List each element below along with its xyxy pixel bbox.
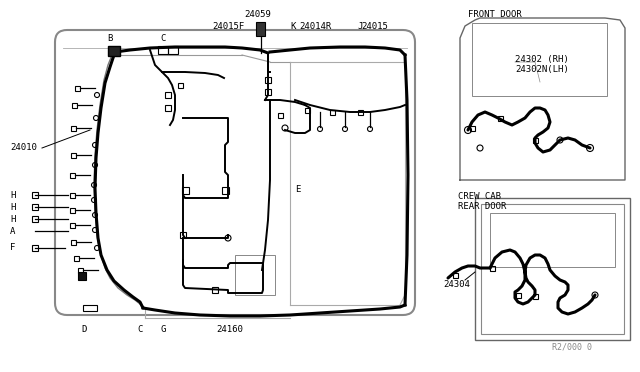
Bar: [256, 22, 265, 36]
Bar: [177, 83, 182, 87]
Text: 24010: 24010: [10, 144, 37, 153]
Bar: [475, 198, 630, 340]
Text: 24160: 24160: [216, 325, 243, 334]
Bar: [358, 109, 362, 115]
Bar: [70, 208, 74, 212]
Bar: [32, 204, 38, 210]
Bar: [108, 46, 120, 56]
Bar: [221, 186, 228, 193]
Bar: [74, 256, 79, 260]
Bar: [70, 222, 74, 228]
Bar: [470, 125, 474, 131]
Bar: [70, 173, 74, 177]
Text: 24059: 24059: [244, 10, 271, 19]
Text: A: A: [10, 227, 15, 235]
Text: D: D: [81, 325, 86, 334]
Bar: [472, 23, 607, 96]
Text: G: G: [160, 325, 166, 334]
Bar: [165, 105, 171, 111]
Text: CREW CAB: CREW CAB: [458, 192, 501, 201]
Text: C: C: [138, 325, 143, 334]
Bar: [72, 103, 77, 108]
Bar: [265, 89, 271, 95]
Bar: [158, 46, 168, 54]
Bar: [235, 255, 275, 295]
Text: 24014R: 24014R: [299, 22, 331, 31]
Bar: [481, 204, 624, 334]
Text: FRONT DOOR: FRONT DOOR: [468, 10, 522, 19]
Bar: [70, 192, 74, 198]
Bar: [330, 109, 335, 115]
Bar: [70, 125, 76, 131]
Text: 24015: 24015: [362, 22, 388, 31]
Text: C: C: [160, 34, 166, 43]
Text: J: J: [357, 22, 363, 31]
Bar: [77, 267, 83, 273]
Bar: [32, 216, 38, 222]
Bar: [74, 86, 79, 90]
Bar: [182, 186, 189, 193]
Bar: [515, 292, 520, 298]
Text: 24302N(LH): 24302N(LH): [515, 65, 569, 74]
Bar: [32, 245, 38, 251]
Text: K: K: [291, 22, 296, 31]
Bar: [490, 266, 495, 270]
Text: E: E: [295, 185, 301, 194]
Bar: [278, 112, 282, 118]
Bar: [452, 273, 458, 278]
Text: 24015F: 24015F: [212, 22, 244, 31]
Bar: [70, 153, 76, 157]
Bar: [168, 46, 178, 54]
Text: F: F: [10, 244, 15, 253]
Bar: [212, 287, 218, 293]
Bar: [78, 272, 86, 280]
Bar: [532, 294, 538, 298]
Bar: [265, 77, 271, 83]
Bar: [305, 108, 310, 112]
Bar: [165, 92, 171, 98]
Text: 24302 (RH): 24302 (RH): [515, 55, 569, 64]
Text: H: H: [10, 202, 15, 212]
Text: R2/000 0: R2/000 0: [552, 343, 592, 352]
Text: H: H: [10, 215, 15, 224]
Bar: [32, 192, 38, 198]
Bar: [70, 240, 76, 244]
Bar: [532, 138, 538, 142]
Text: B: B: [108, 34, 113, 43]
Text: H: H: [10, 190, 15, 199]
Bar: [497, 115, 502, 121]
Bar: [83, 305, 97, 311]
Text: REAR DOOR: REAR DOOR: [458, 202, 506, 211]
Text: 24304: 24304: [443, 280, 470, 289]
Bar: [180, 232, 186, 238]
Bar: [490, 213, 615, 267]
